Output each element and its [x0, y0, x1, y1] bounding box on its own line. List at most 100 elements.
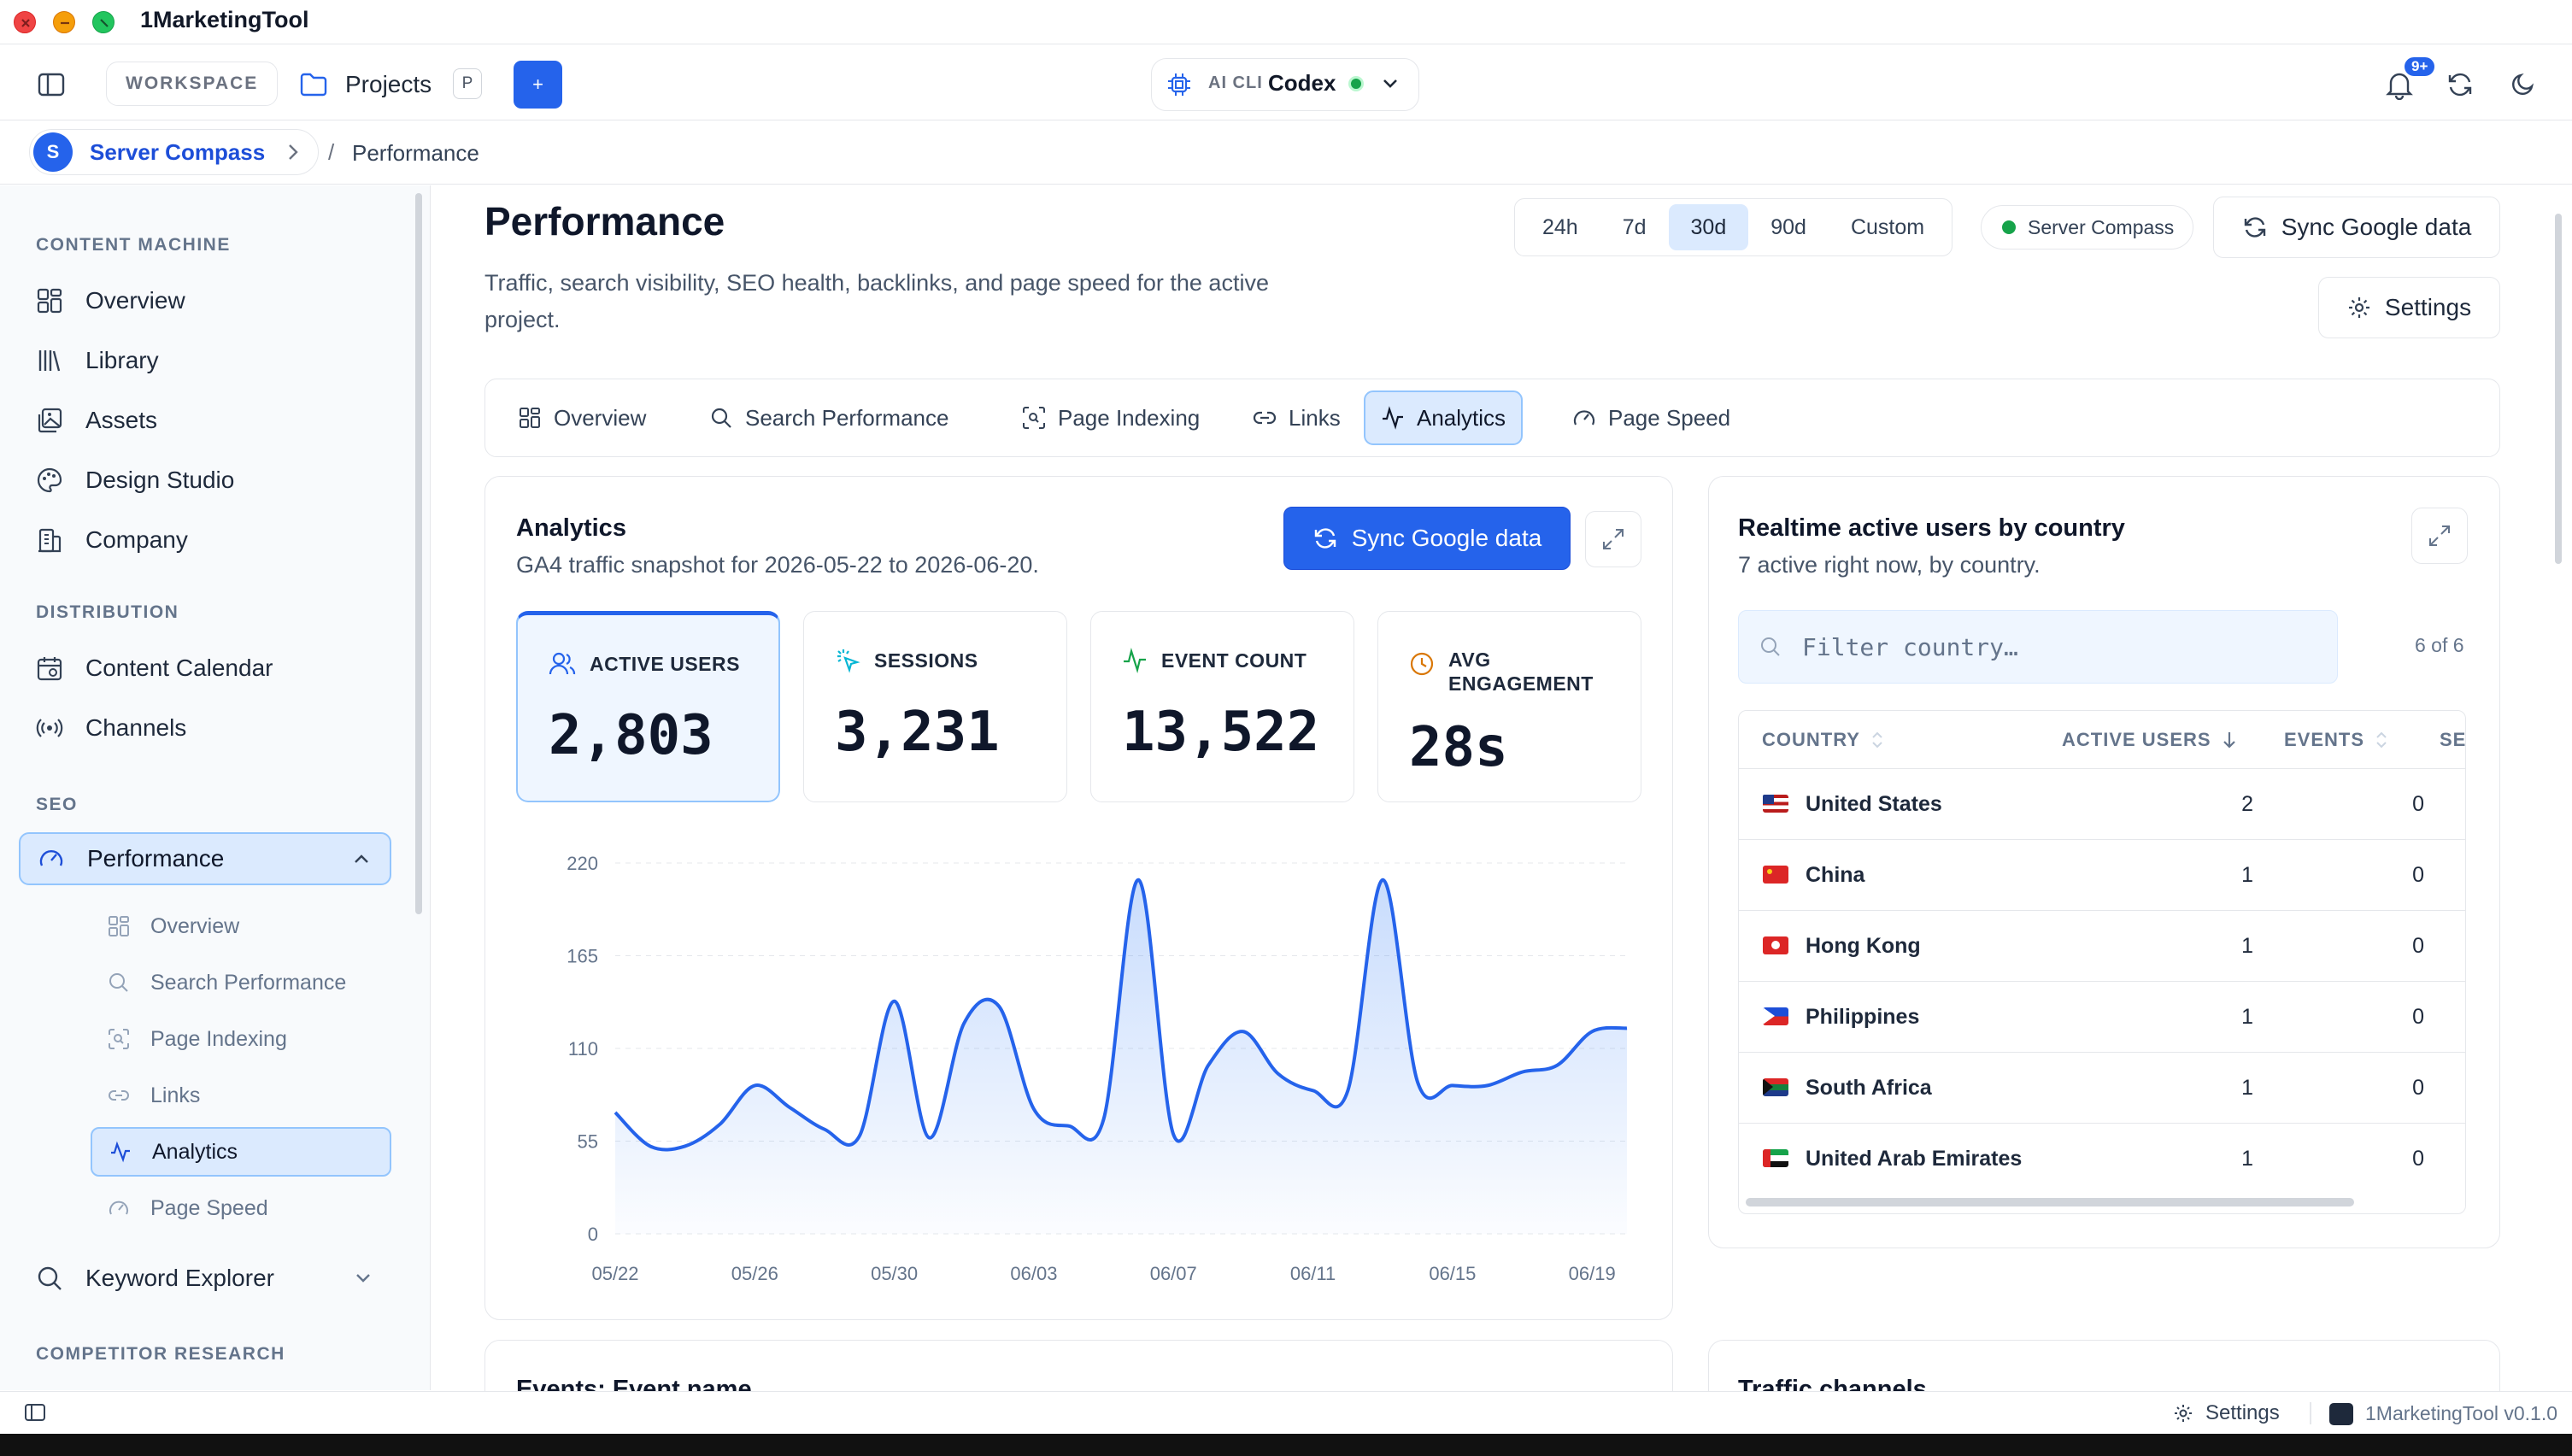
chart-data-point[interactable]: [961, 1020, 966, 1025]
sidebar-subitem-links[interactable]: Links: [91, 1071, 391, 1120]
column-header-country[interactable]: COUNTRY: [1762, 711, 1884, 768]
chart-data-point[interactable]: [787, 1105, 792, 1110]
projects-button[interactable]: Projects: [299, 63, 432, 106]
active-users-value: 1: [2241, 934, 2253, 958]
sidebar-item-overview[interactable]: Overview: [19, 274, 391, 327]
table-row[interactable]: Philippines 1 0: [1739, 981, 2465, 1052]
chart-data-point[interactable]: [1136, 878, 1141, 883]
stat-card-active-users[interactable]: ACTIVE USERS 2,803: [516, 611, 780, 802]
chart-data-point[interactable]: [752, 1083, 757, 1088]
chart-data-point[interactable]: [1520, 1070, 1525, 1075]
range-30d-button[interactable]: 30d: [1668, 204, 1749, 250]
sidebar-subitem-analytics[interactable]: Analytics: [91, 1127, 391, 1177]
range-7d-button[interactable]: 7d: [1622, 214, 1647, 239]
sidebar-subitem-page-speed[interactable]: Page Speed: [91, 1183, 391, 1233]
workspace-button[interactable]: WORKSPACE: [106, 62, 279, 106]
chart-data-point[interactable]: [1031, 1107, 1036, 1112]
stat-card-event-count[interactable]: EVENT COUNT 13,522: [1090, 611, 1354, 802]
panel-toggle-icon[interactable]: [24, 1403, 46, 1422]
column-header-active-users[interactable]: ACTIVE USERS: [2062, 711, 2237, 768]
chart-data-point[interactable]: [1066, 1124, 1072, 1129]
range-24h-button[interactable]: 24h: [1542, 214, 1578, 239]
chart-data-point[interactable]: [1241, 1029, 1246, 1034]
maximize-window-button[interactable]: [92, 11, 115, 33]
chart-data-point[interactable]: [1276, 1071, 1281, 1077]
sidebar-item-channels[interactable]: Channels: [19, 702, 391, 754]
settings-button[interactable]: Settings: [2318, 277, 2500, 338]
add-project-button[interactable]: +: [514, 61, 562, 109]
chart-data-point[interactable]: [613, 1110, 618, 1115]
chart-data-point[interactable]: [1415, 1079, 1420, 1084]
tab-links[interactable]: Links: [1237, 390, 1356, 445]
sync-google-data-button[interactable]: Sync Google data: [2213, 197, 2500, 258]
chart-data-point[interactable]: [857, 1134, 862, 1139]
chart-data-point[interactable]: [1589, 1029, 1594, 1034]
tab-search-performance[interactable]: Search Performance: [694, 390, 964, 445]
chart-data-point[interactable]: [1380, 878, 1385, 883]
chart-data-point[interactable]: [892, 999, 897, 1004]
table-row[interactable]: Hong Kong 1 0: [1739, 910, 2465, 981]
column-header-sessions[interactable]: SE: [2440, 711, 2465, 768]
sidebar-toggle-icon[interactable]: [38, 73, 65, 97]
filter-country-input[interactable]: Filter country…: [1738, 610, 2338, 684]
range-90d-button[interactable]: 90d: [1770, 214, 1806, 239]
moon-icon[interactable]: [2510, 70, 2537, 97]
ai-cli-selector[interactable]: [1151, 58, 1419, 111]
sidebar-subitem-search-performance[interactable]: Search Performance: [91, 958, 391, 1007]
chart-data-point[interactable]: [1345, 1088, 1350, 1093]
chart-data-point[interactable]: [996, 1004, 1001, 1009]
projects-shortcut-key: P: [453, 68, 482, 99]
chart-data-point[interactable]: [1450, 1083, 1455, 1088]
status-dot: [2002, 220, 2016, 234]
stat-card-sessions[interactable]: SESSIONS 3,231: [803, 611, 1067, 802]
chart-data-point[interactable]: [1171, 1132, 1176, 1137]
activity-icon: [109, 1141, 135, 1163]
refresh-icon[interactable]: [2446, 70, 2475, 99]
tab-analytics[interactable]: Analytics: [1364, 390, 1524, 445]
chart-data-point[interactable]: [683, 1143, 688, 1148]
realtime-expand-button[interactable]: [2411, 508, 2468, 564]
sidebar-subitem-overview[interactable]: Overview: [91, 901, 391, 951]
column-header-events[interactable]: EVENTS: [2284, 711, 2388, 768]
table-row[interactable]: United Arab Emirates 1 0: [1739, 1123, 2465, 1194]
chart-data-point[interactable]: [648, 1143, 653, 1148]
sidebar-item-keyword-explorer[interactable]: Keyword Explorer: [19, 1252, 391, 1305]
analytics-expand-button[interactable]: [1585, 511, 1641, 567]
stat-card-avg-engagement[interactable]: AVG ENGAGEMENT 28s: [1377, 611, 1641, 802]
table-row[interactable]: South Africa 1 0: [1739, 1052, 2465, 1123]
sidebar-subitem-page-indexing[interactable]: Page Indexing: [91, 1014, 391, 1064]
close-window-button[interactable]: [14, 11, 36, 33]
chart-y-tick-label: 165: [567, 946, 598, 967]
bell-icon[interactable]: [2385, 69, 2414, 100]
chevron-down-icon[interactable]: [1381, 75, 1400, 92]
chart-data-point[interactable]: [1624, 1025, 1630, 1030]
table-row[interactable]: China 1 0: [1739, 839, 2465, 910]
chart-data-point[interactable]: [926, 1136, 931, 1141]
minimize-window-button[interactable]: [53, 11, 75, 33]
sidebar-subitem-label: Overview: [150, 913, 240, 938]
analytics-sync-button[interactable]: Sync Google data: [1283, 507, 1571, 570]
chart-data-point[interactable]: [1311, 1088, 1316, 1093]
sidebar-item-design-studio[interactable]: Design Studio: [19, 454, 391, 507]
table-horizontal-scrollbar[interactable]: [1746, 1198, 2354, 1206]
chart-data-point[interactable]: [1554, 1063, 1559, 1068]
range-custom-button[interactable]: Custom: [1850, 214, 1925, 239]
sidebar-scrollbar[interactable]: [415, 193, 422, 914]
sidebar-item-library[interactable]: Library: [19, 334, 391, 387]
table-row[interactable]: United States 2 0: [1739, 768, 2465, 839]
chart-data-point[interactable]: [1485, 1083, 1490, 1088]
tab-overview[interactable]: Overview: [502, 390, 661, 445]
chart-data-point[interactable]: [822, 1127, 827, 1132]
sidebar-item-content-calendar[interactable]: Content Calendar: [19, 642, 391, 695]
breadcrumb-project-button[interactable]: S Server Compass: [29, 129, 320, 175]
sidebar-item-company[interactable]: Company: [19, 514, 391, 567]
chart-data-point[interactable]: [1206, 1063, 1211, 1068]
tab-page-speed[interactable]: Page Speed: [1557, 390, 1746, 445]
status-settings-button[interactable]: Settings: [2173, 1401, 2280, 1425]
tab-page-indexing[interactable]: Page Indexing: [1007, 390, 1215, 445]
chart-data-point[interactable]: [1101, 1117, 1107, 1122]
main-scrollbar[interactable]: [2555, 214, 2562, 564]
sidebar-item-performance[interactable]: Performance: [19, 832, 391, 885]
chart-data-point[interactable]: [717, 1122, 722, 1127]
sidebar-item-assets[interactable]: Assets: [19, 394, 391, 447]
